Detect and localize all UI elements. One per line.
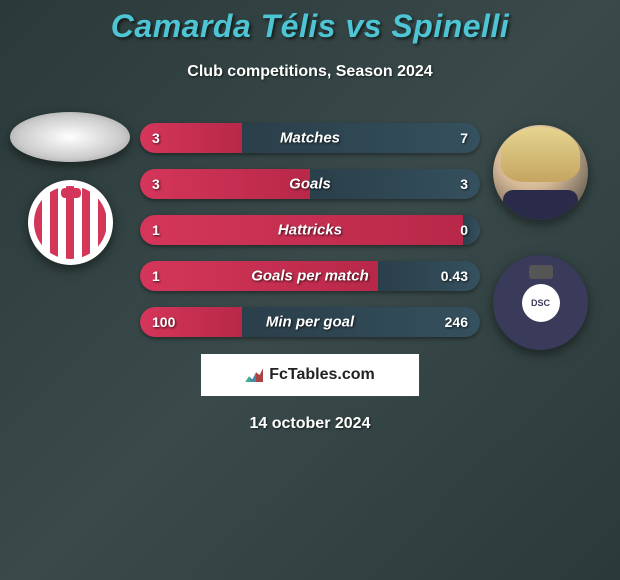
attribution-box[interactable]: FcTables.com [200,353,420,397]
stat-row-hattricks: 1 Hattricks 0 [140,215,480,245]
chart-icon [245,368,263,382]
stat-row-goals-per-match: 1 Goals per match 0.43 [140,261,480,291]
comparison-card: Camarda Télis vs Spinelli Club competiti… [0,0,620,433]
stat-row-matches: 3 Matches 7 [140,123,480,153]
stat-label: Hattricks [140,222,480,239]
stats-area: 3 Matches 7 3 Goals 3 1 Hattricks 0 1 Go… [0,123,620,337]
stat-label: Goals [140,176,480,193]
attribution-text: FcTables.com [269,366,375,384]
stat-value-right: 3 [460,176,468,192]
stat-row-min-per-goal: 100 Min per goal 246 [140,307,480,337]
subtitle: Club competitions, Season 2024 [0,63,620,81]
stat-label: Matches [140,130,480,147]
date-text: 14 october 2024 [0,415,620,433]
stat-label: Goals per match [140,268,480,285]
stat-label: Min per goal [140,314,480,331]
stat-value-right: 246 [445,314,468,330]
stat-value-right: 0.43 [441,268,468,284]
stat-row-goals: 3 Goals 3 [140,169,480,199]
stat-value-right: 0 [460,222,468,238]
page-title: Camarda Télis vs Spinelli [0,8,620,45]
stat-value-right: 7 [460,130,468,146]
